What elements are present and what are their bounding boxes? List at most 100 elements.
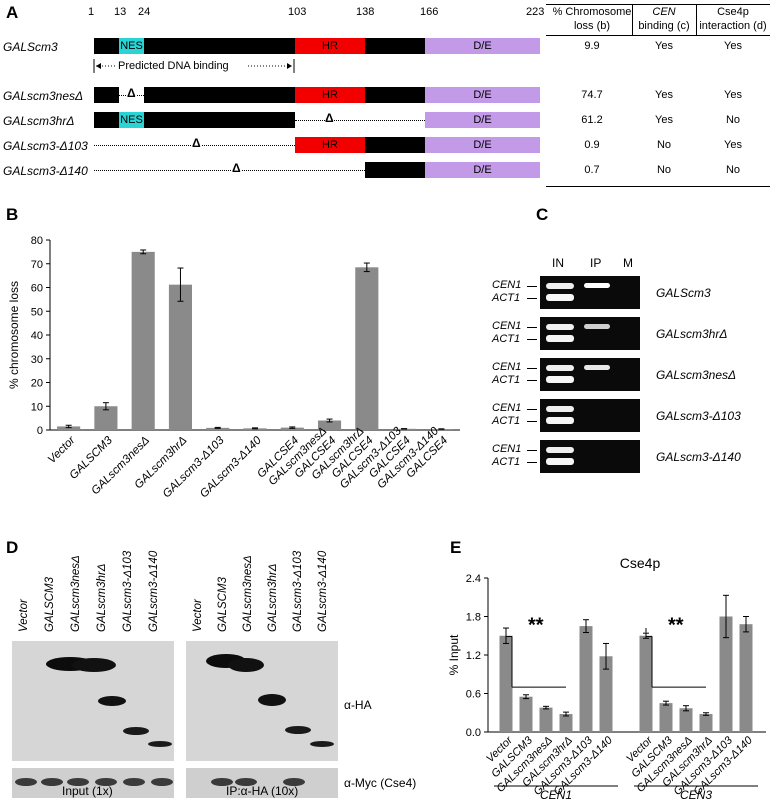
band-myc xyxy=(123,778,145,786)
group-label: CEN1 xyxy=(540,788,572,800)
y-tick-label: 40 xyxy=(31,330,43,342)
deletion-symbol: Δ xyxy=(325,111,334,125)
cell-cse4: No xyxy=(725,114,741,126)
y-tick-label: 0.6 xyxy=(466,689,481,701)
hr-label: HR xyxy=(322,40,338,52)
cell-cse4: Yes xyxy=(724,89,742,101)
bracket-line xyxy=(527,409,537,410)
bar xyxy=(599,656,613,732)
y-tick-label: 30 xyxy=(31,354,43,366)
segment-black xyxy=(144,38,295,54)
band-label-cen1: CEN1 xyxy=(492,279,522,291)
band-label-act1: ACT1 xyxy=(492,333,521,345)
segment-black xyxy=(365,162,425,178)
header-loss-1: % Chromosome xyxy=(552,6,632,18)
lane-label: Vector xyxy=(192,599,204,632)
lane-label: Vector xyxy=(18,599,30,632)
y-tick-label: 1.8 xyxy=(466,612,481,624)
deletion-symbol: Δ xyxy=(192,136,201,150)
pos-1: 1 xyxy=(88,6,95,18)
de-domain: D/E xyxy=(425,87,540,103)
band-ha xyxy=(72,658,116,672)
band-in-cen1 xyxy=(546,324,574,330)
deletion-dots xyxy=(295,120,425,121)
hr-label: HR xyxy=(322,139,338,151)
lane-label-ip: IP xyxy=(590,256,602,270)
hr-domain: HR xyxy=(295,137,365,153)
deletion-symbol: Δ xyxy=(232,161,241,175)
header-cse4-2: interaction (d) xyxy=(699,20,767,32)
chart-b: 0 10 20 30 40 50 60 70 80 % chromosome loss Vector… xyxy=(7,235,460,500)
band-in-act1 xyxy=(546,458,574,465)
cell-loss: 74.7 xyxy=(581,89,603,101)
lane-label: GALscm3nesΔ xyxy=(70,555,82,632)
segment-black xyxy=(365,137,425,153)
blot-ip xyxy=(186,641,338,798)
band-myc xyxy=(211,778,233,786)
de-label: D/E xyxy=(473,89,492,101)
y-tick-label: 80 xyxy=(31,235,43,247)
bar xyxy=(679,708,693,732)
band-in-cen1 xyxy=(546,283,574,289)
band-ha xyxy=(123,727,149,735)
lane-label: GALscm3hrΔ xyxy=(267,563,279,632)
pos-103: 103 xyxy=(288,6,307,18)
pos-13: 13 xyxy=(114,6,127,18)
panel-label-d: D xyxy=(6,538,19,557)
band-in-act1 xyxy=(546,294,574,301)
bar xyxy=(699,714,713,732)
table-top-rule xyxy=(546,4,770,5)
band-myc xyxy=(283,778,305,786)
significance-mark: ** xyxy=(668,614,684,636)
table-bottom-rule xyxy=(546,186,770,187)
bar xyxy=(519,696,533,732)
panel-label-a: A xyxy=(6,3,19,22)
cell-cse4: Yes xyxy=(724,139,742,151)
caption-input: Input (1x) xyxy=(62,784,113,798)
de-domain: D/E xyxy=(425,162,540,178)
band-label-cen1: CEN1 xyxy=(492,361,522,373)
gel-image xyxy=(540,358,640,391)
band-myc xyxy=(41,778,63,786)
cell-cen: Yes xyxy=(655,40,673,52)
y-tick-label: 10 xyxy=(31,401,43,413)
dna-binding-bracket xyxy=(93,59,295,73)
segment-black xyxy=(94,112,119,128)
header-cen-2: binding (c) xyxy=(638,20,690,32)
x-tick-label-group: Vector xyxy=(46,434,79,467)
dna-binding-label: Predicted DNA binding xyxy=(118,60,229,72)
lane-label: GALscm3-Δ103 xyxy=(122,550,134,632)
band-ip-cen1 xyxy=(584,447,610,452)
band-ha xyxy=(148,741,172,747)
lane-label-in: IN xyxy=(552,256,564,270)
band-label-cen1: CEN1 xyxy=(492,402,522,414)
nes-domain: NES xyxy=(119,38,144,54)
cell-cen: Yes xyxy=(655,89,673,101)
cell-loss: 0.9 xyxy=(584,139,600,151)
bracket-line xyxy=(527,462,537,463)
band-ha xyxy=(98,696,126,706)
y-tick-label: 0.0 xyxy=(466,727,481,739)
table-header-rule xyxy=(546,35,770,36)
x-tick-label: Vector xyxy=(46,434,79,467)
de-domain: D/E xyxy=(425,137,540,153)
band-label-act1: ACT1 xyxy=(492,292,521,304)
blot-input xyxy=(12,641,174,798)
lane-label: GALscm3-Δ103 xyxy=(292,550,304,632)
bar xyxy=(719,616,733,732)
de-label: D/E xyxy=(473,139,492,151)
y-tick-label: 1.2 xyxy=(466,650,481,662)
y-tick-label: 70 xyxy=(31,259,43,271)
lane-label: GALscm3-Δ140 xyxy=(148,550,160,632)
bar xyxy=(317,420,342,430)
bracket-line xyxy=(527,286,537,287)
construct-name: GALscm3-Δ140 xyxy=(3,164,88,178)
lane-label: GALscm3nesΔ xyxy=(242,555,254,632)
de-label: D/E xyxy=(473,40,492,52)
segment-black xyxy=(144,87,295,103)
gel-image xyxy=(540,276,640,309)
panel-label-b: B xyxy=(6,205,19,224)
y-tick-label: 2.4 xyxy=(466,573,481,585)
band-ip-cen1 xyxy=(584,283,610,288)
group-label: CEN3 xyxy=(680,788,712,800)
